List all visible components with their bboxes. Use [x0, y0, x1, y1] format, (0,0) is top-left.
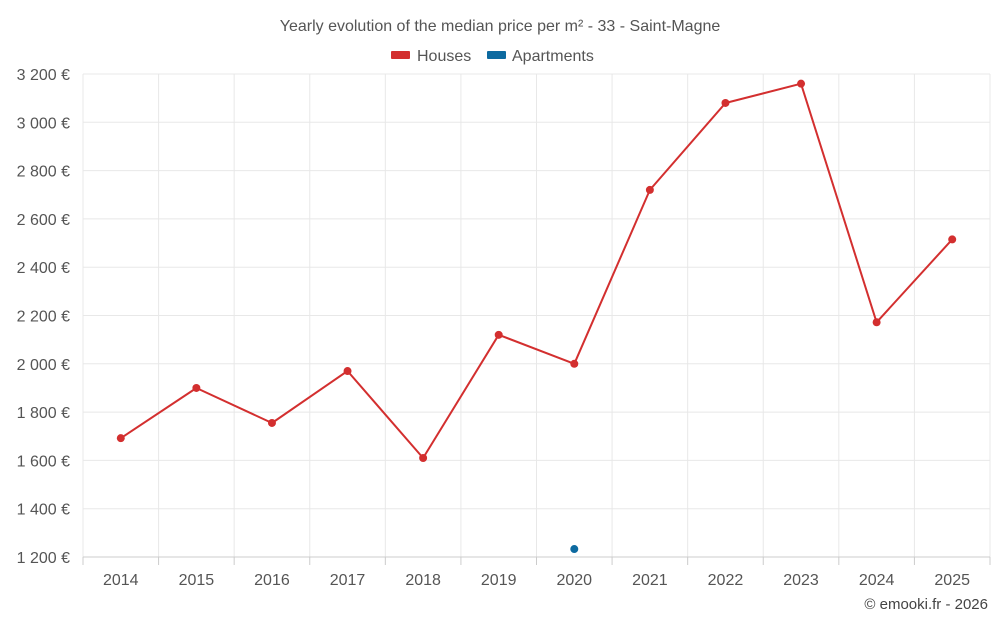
data-point-houses-2016[interactable] [267, 418, 276, 427]
legend-item-houses[interactable]: Houses [391, 48, 471, 65]
series-layer [116, 79, 957, 554]
y-tick-label: 1 600 € [17, 453, 70, 470]
data-point-apartments-2020[interactable] [570, 545, 579, 554]
x-tick-label: 2023 [783, 572, 819, 589]
data-point-houses-2015[interactable] [192, 383, 201, 392]
data-point-houses-2018[interactable] [419, 453, 428, 462]
x-tick-label: 2019 [481, 572, 517, 589]
x-tick-label: 2017 [330, 572, 366, 589]
legend-label-houses: Houses [417, 48, 471, 65]
series-line-houses [120, 82, 953, 459]
y-tick-label: 2 000 € [17, 357, 70, 374]
gridlines [82, 73, 991, 558]
data-point-houses-2021[interactable] [645, 185, 654, 194]
x-tick-label: 2024 [859, 572, 895, 589]
legend-item-apartments[interactable]: Apartments [487, 48, 594, 65]
credits[interactable]: © emooki.fr - 2026 [864, 596, 988, 613]
x-tick-label: 2022 [708, 572, 744, 589]
data-point-houses-2025[interactable] [948, 235, 957, 244]
x-tick-label: 2015 [179, 572, 215, 589]
y-tick-label: 1 200 € [17, 550, 70, 567]
y-tick-label: 1 800 € [17, 405, 70, 422]
y-tick-label: 2 600 € [17, 212, 70, 229]
legend-swatch-houses [391, 51, 410, 59]
y-tick-label: 2 400 € [17, 260, 70, 277]
x-tick-label: 2021 [632, 572, 668, 589]
x-tick-label: 2020 [556, 572, 592, 589]
x-tick-label: 2018 [405, 572, 441, 589]
y-tick-label: 3 200 € [17, 67, 70, 84]
data-point-houses-2014[interactable] [116, 434, 125, 443]
data-point-houses-2023[interactable] [797, 79, 806, 88]
data-point-houses-2022[interactable] [721, 98, 730, 107]
legend-swatch-apartments [487, 51, 506, 59]
y-tick-label: 1 400 € [17, 502, 70, 519]
data-point-houses-2019[interactable] [494, 330, 503, 339]
legend: Houses Apartments [391, 48, 594, 65]
y-axis: 1 200 € 1 400 € 1 600 € 1 800 € 2 000 € 2 200… [17, 67, 70, 567]
data-point-houses-2024[interactable] [872, 318, 881, 327]
chart-title: Yearly evolution of the median price per… [280, 18, 721, 35]
x-tick-label: 2016 [254, 572, 290, 589]
y-tick-label: 2 200 € [17, 309, 70, 326]
x-axis: 2014 2015 2016 2017 2018 2019 2020 2021 2022 2023… [82, 556, 991, 589]
x-tick-label: 2025 [934, 572, 970, 589]
y-tick-label: 2 800 € [17, 164, 70, 181]
x-tick-label: 2014 [103, 572, 139, 589]
data-point-houses-2017[interactable] [343, 367, 352, 376]
legend-label-apartments: Apartments [512, 48, 594, 65]
y-tick-label: 3 000 € [17, 115, 70, 132]
data-point-houses-2020[interactable] [570, 359, 579, 368]
